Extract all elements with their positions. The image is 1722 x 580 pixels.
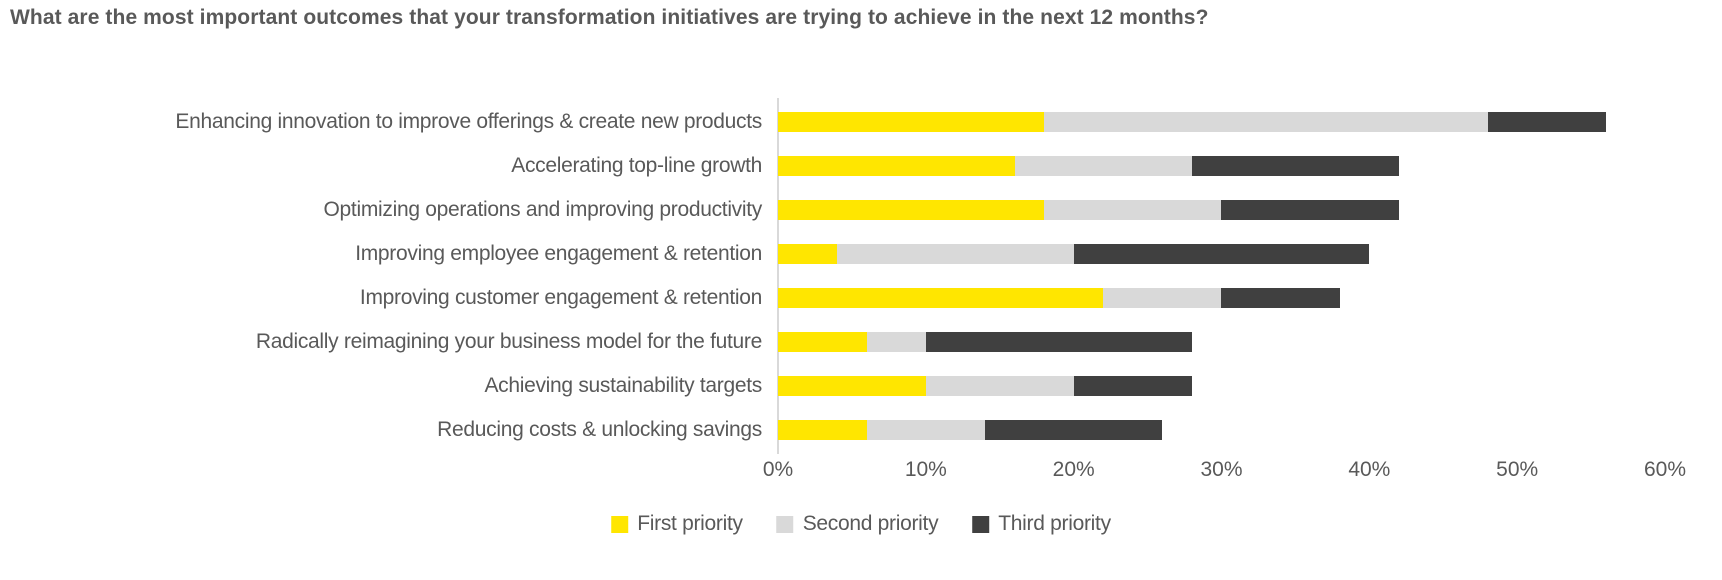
legend-label: First priority (637, 512, 743, 535)
bar-row (778, 332, 1192, 352)
bar-segment-second-priority (866, 420, 985, 440)
bar-segment-third-priority (1221, 200, 1399, 220)
legend-label: Third priority (998, 512, 1111, 535)
legend-swatch-first-priority (611, 515, 629, 533)
bar-segment-third-priority (1073, 244, 1370, 264)
bar-segment-third-priority (925, 332, 1192, 352)
x-axis-tick-label: 60% (1643, 458, 1687, 481)
x-axis-tick-label: 0% (762, 458, 794, 481)
bar-row (778, 244, 1370, 264)
bar-segment-second-priority (1044, 200, 1222, 220)
bar-segment-first-priority (778, 376, 926, 396)
bar-row (778, 288, 1340, 308)
category-label-enhancing-innovation-to-improv: Enhancing innovation to improve offering… (175, 110, 762, 133)
bar-segment-second-priority (866, 332, 926, 352)
x-axis-tick-label: 50% (1496, 458, 1539, 481)
bar-segment-second-priority (1014, 156, 1192, 176)
legend-item-third-priority: Third priority (972, 512, 1111, 536)
legend-item-second-priority: Second priority (776, 512, 939, 536)
category-label-optimizing-operations-and-impr: Optimizing operations and improving prod… (323, 198, 763, 221)
bar-row (778, 376, 1192, 396)
bar-segment-second-priority (837, 244, 1074, 264)
legend-item-first-priority: First priority (611, 512, 743, 536)
y-axis-line (777, 98, 779, 454)
legend-swatch-third-priority (972, 515, 990, 533)
category-labels: Enhancing innovation to improve offering… (0, 100, 770, 452)
category-label-reducing-costs-&-unlocking-sav: Reducing costs & unlocking savings (437, 418, 762, 441)
bar-row (778, 200, 1399, 220)
legend: First priority Second priority Third prior… (611, 512, 1111, 536)
bar-segment-third-priority (1073, 376, 1192, 396)
x-axis-tick-label: 20% (1052, 458, 1095, 481)
bar-segment-second-priority (1044, 112, 1488, 132)
category-label-achieving-sustainability-targe: Achieving sustainability targets (484, 374, 762, 397)
bar-segment-first-priority (778, 112, 1045, 132)
bar-segment-third-priority (984, 420, 1163, 440)
bar-segment-third-priority (1221, 288, 1340, 308)
bar-segment-first-priority (778, 420, 867, 440)
x-axis: 0% 10% 20% 30% 40% 50% 60% (0, 458, 1722, 486)
legend-swatch-second-priority (776, 515, 794, 533)
bar-segment-second-priority (925, 376, 1074, 396)
bar-row (778, 420, 1163, 440)
category-label-improving-customer-engagement-: Improving customer engagement & retentio… (359, 286, 762, 309)
chart-title: What are the most important outcomes tha… (10, 6, 1209, 29)
bar-segment-first-priority (778, 200, 1045, 220)
category-label-radically-reimagining-your-bus: Radically reimagining your business mode… (255, 330, 762, 353)
bar-segment-first-priority (778, 332, 867, 352)
bar-segment-first-priority (778, 156, 1015, 176)
plot-area (778, 100, 1665, 452)
category-label-improving-employee-engagement-: Improving employee engagement & retentio… (355, 242, 762, 265)
x-axis-tick-label: 30% (1200, 458, 1243, 481)
category-label-accelerating-top-line-growth: Accelerating top-line growth (511, 154, 762, 177)
bar-segment-third-priority (1191, 156, 1399, 176)
bar-row (778, 156, 1399, 176)
bar-row (778, 112, 1606, 132)
bar-segment-first-priority (778, 288, 1104, 308)
legend-label: Second priority (802, 512, 939, 535)
x-axis-tick-label: 40% (1348, 458, 1391, 481)
bar-segment-second-priority (1103, 288, 1222, 308)
bar-segment-first-priority (778, 244, 838, 264)
x-axis-tick-label: 10% (904, 458, 947, 481)
bar-segment-third-priority (1487, 112, 1606, 132)
